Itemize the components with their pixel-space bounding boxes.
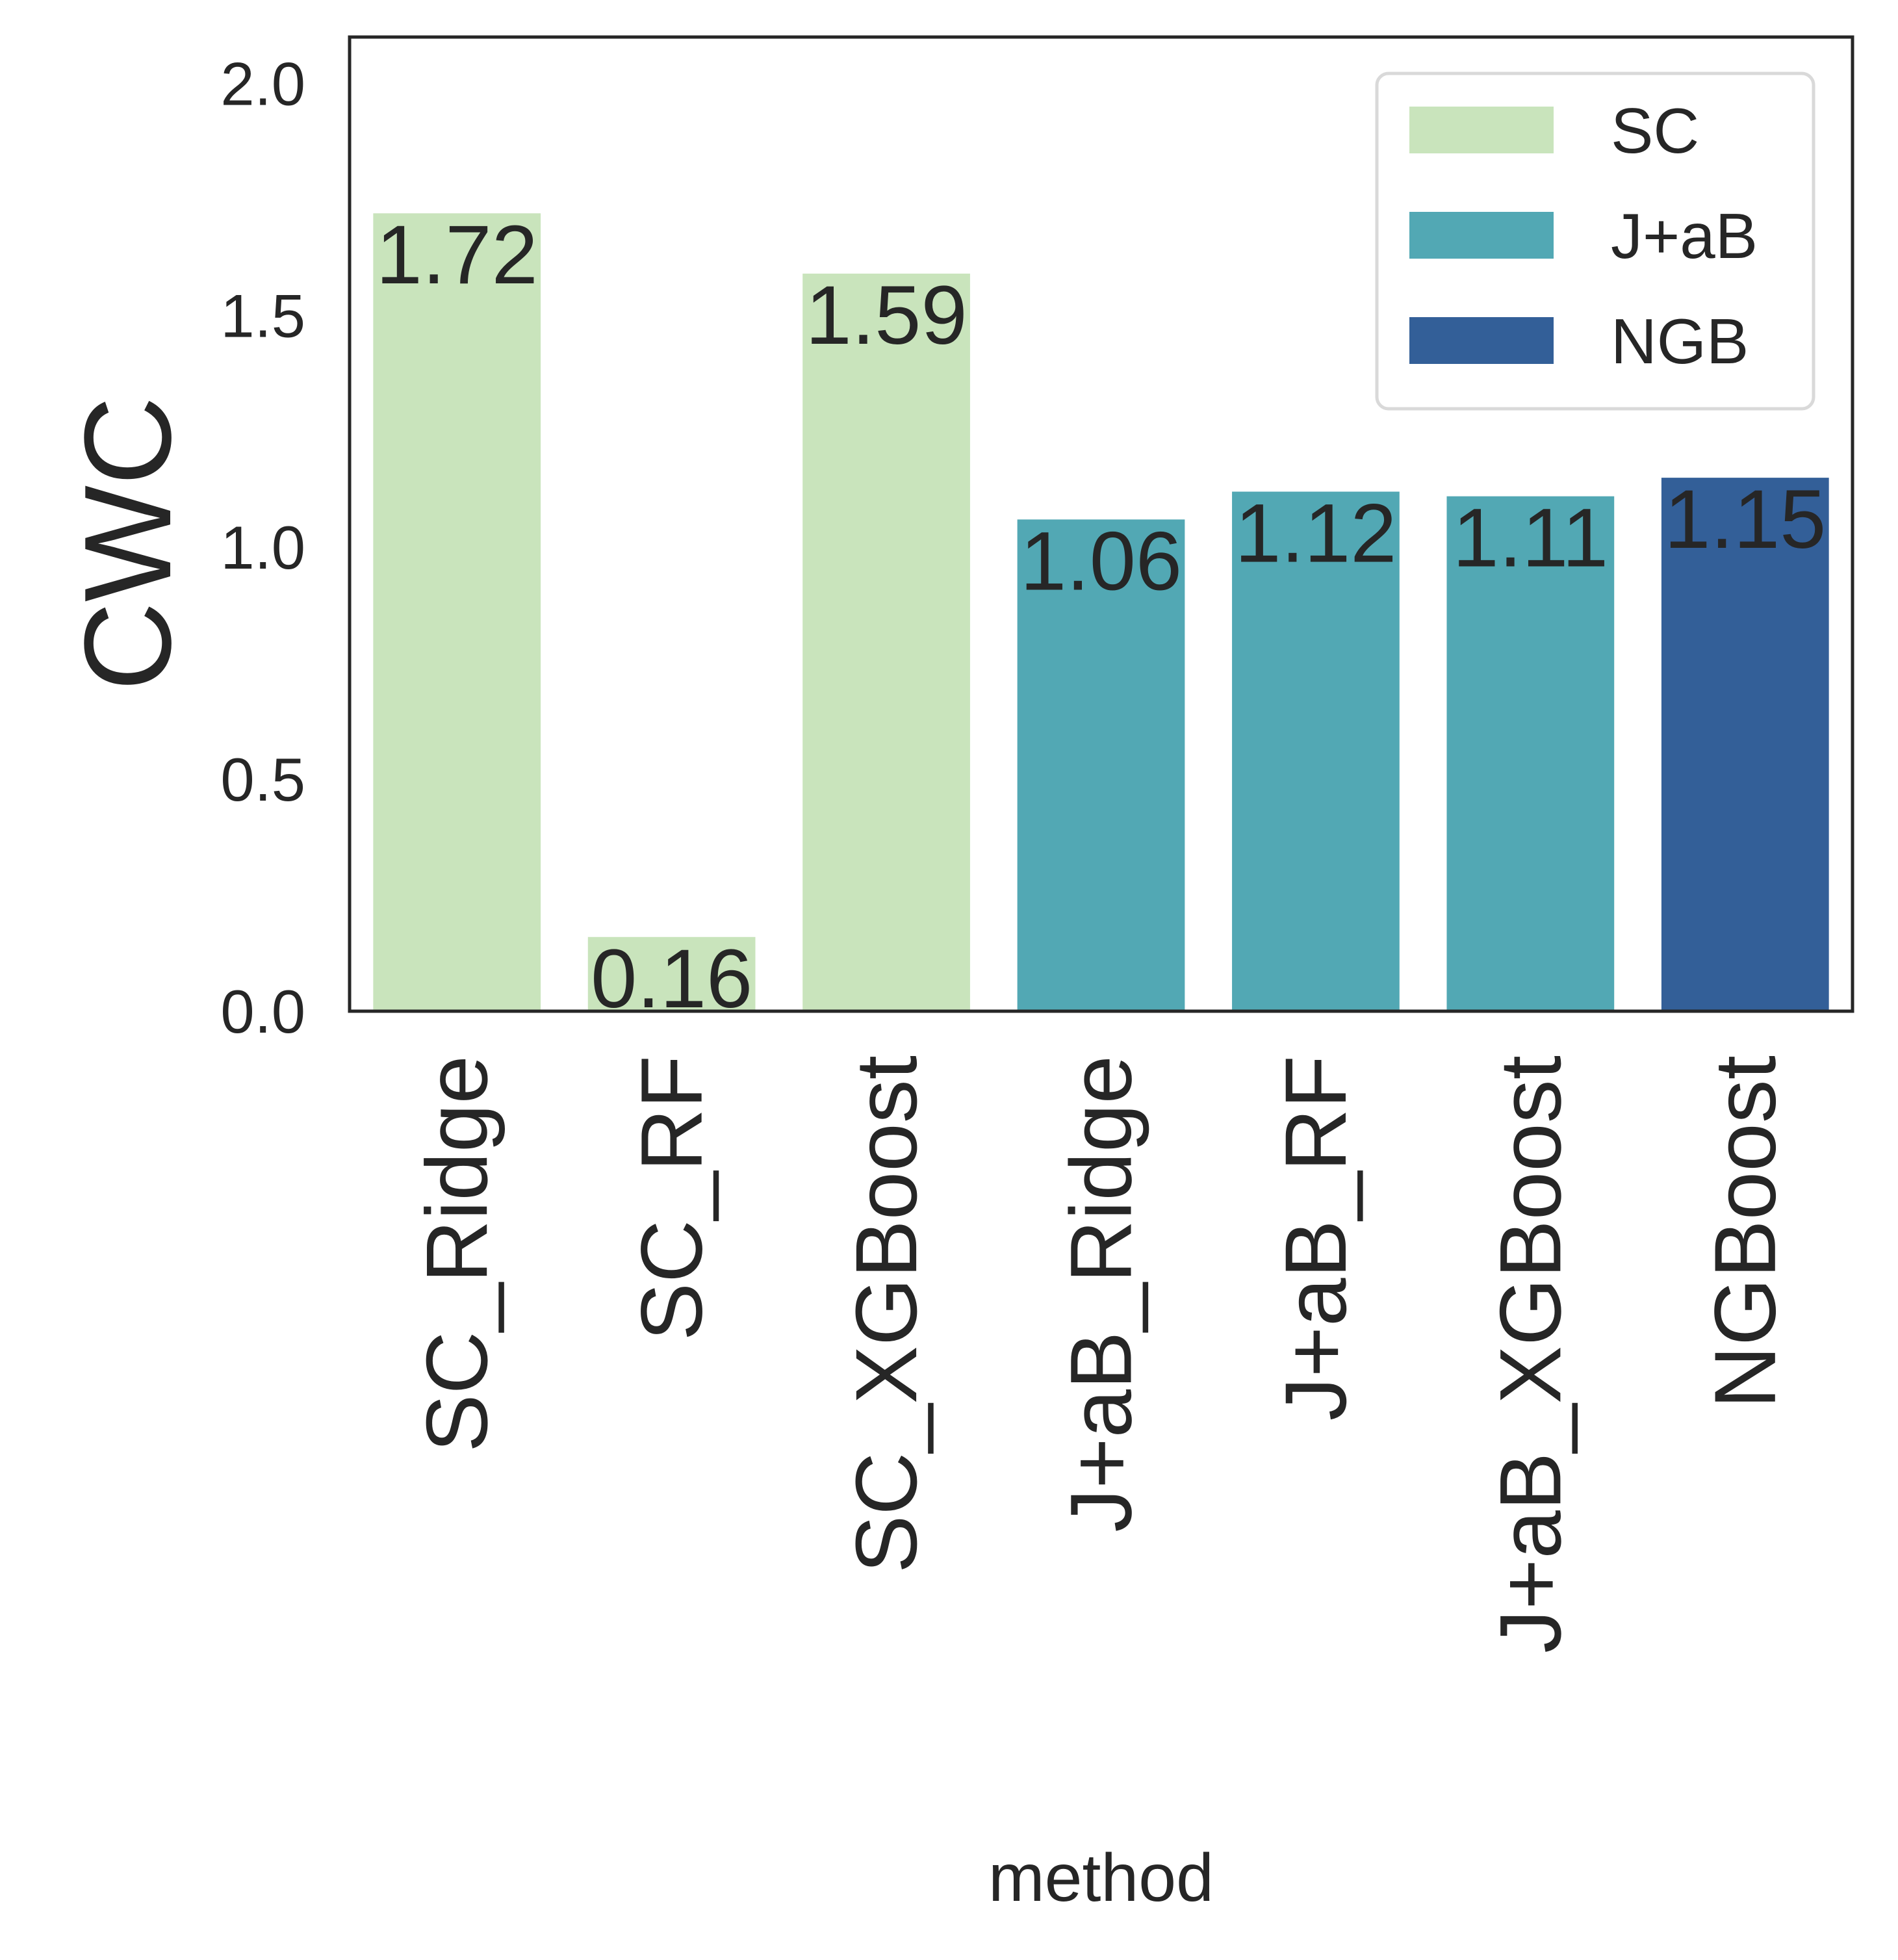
bar-value-label: 1.12 [1235, 487, 1396, 580]
x-tick-label: SC_Ridge [409, 1055, 506, 1452]
legend: SC J+aB NGB [1375, 71, 1815, 411]
bar-value-label: 1.59 [806, 269, 968, 362]
x-tick-label: SC_RF [624, 1055, 721, 1341]
bar-j-ab-ridge [1017, 519, 1185, 1011]
x-tick-label: NGBoost [1697, 1055, 1794, 1409]
bar-labels-layer: 1.720.161.591.06 1.12 1.11 1.15 [376, 209, 1827, 1025]
x-tick-label: J+aB_XGBoost [1482, 1055, 1579, 1653]
bar-j-ab-xgboost [1446, 496, 1615, 1011]
x-axis-ticks: SC_Ridge SC_RF SC_XGBoost J+aB_Ridge J+aB_RF… [409, 1055, 1794, 1653]
bar-sc-ridge [373, 213, 541, 1012]
y-axis-ticks: 0.0 0.5 1.0 1.5 2.0 [220, 49, 305, 1046]
legend-swatch [1409, 107, 1554, 153]
legend-label: NGB [1611, 305, 1749, 377]
bar-ngboost [1661, 478, 1829, 1011]
bars-layer [373, 213, 1829, 1012]
y-axis-label: CWC [59, 396, 197, 691]
bar-sc-xgboost [802, 274, 970, 1011]
x-tick-label: J+aB_RF [1268, 1055, 1365, 1421]
y-tick-label: 1.5 [220, 281, 305, 350]
x-tick-label: SC_XGBoost [838, 1055, 935, 1573]
bar-j-ab-rf [1232, 491, 1400, 1011]
y-tick-label: 2.0 [220, 49, 305, 118]
x-tick-label: J+aB_Ridge [1053, 1055, 1150, 1532]
legend-swatch [1409, 212, 1554, 259]
bar-sc-rf [587, 936, 756, 1011]
y-tick-label: 1.0 [220, 513, 305, 582]
legend-label: SC [1611, 95, 1699, 166]
bar-value-label: 1.06 [1020, 515, 1182, 608]
legend-swatch [1409, 317, 1554, 364]
bar-value-label: 1.11 [1453, 492, 1609, 585]
y-tick-label: 0.0 [220, 977, 305, 1046]
y-tick-label: 0.5 [220, 745, 305, 814]
bar-value-label: 1.15 [1664, 473, 1826, 566]
bar-value-label: 1.72 [376, 209, 538, 302]
plot-frame [348, 35, 1854, 1013]
legend-label: J+aB [1611, 200, 1758, 272]
x-axis-label: method [988, 1840, 1214, 1916]
